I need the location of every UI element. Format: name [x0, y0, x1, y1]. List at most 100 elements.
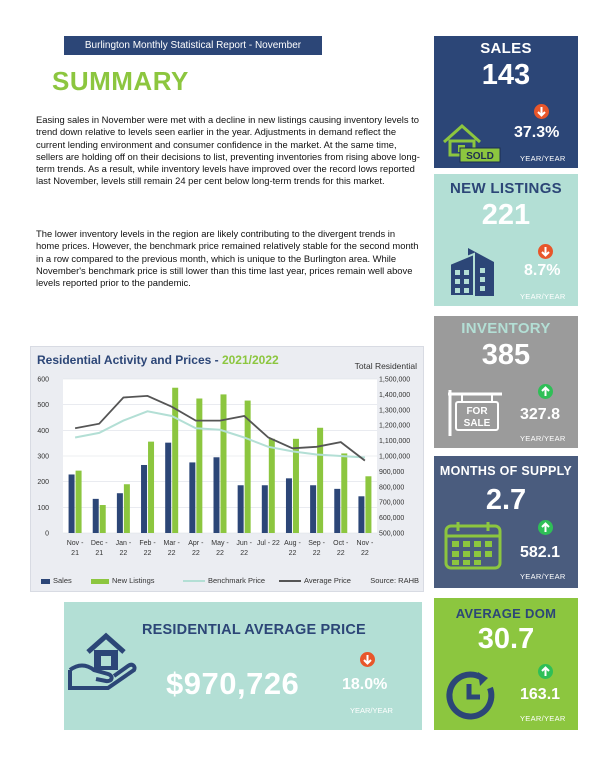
page-title: SUMMARY	[52, 66, 189, 96]
bar-sales	[141, 464, 148, 533]
arrow-up-icon	[538, 384, 553, 399]
arrow-down-icon	[534, 104, 549, 119]
chart-title-text: Residential Activity and Prices -	[37, 353, 222, 367]
inventory-card: INVENTORY 385 FOR SALE 327.8 YEAR/YEAR	[434, 316, 578, 448]
y-right-tick-label: 700,000	[379, 500, 404, 507]
card-value: 143	[481, 59, 531, 91]
sold-house-icon: SOLD	[440, 120, 502, 169]
card-period: YEAR/YEAR	[520, 292, 566, 301]
card-change: 8.7%	[524, 262, 561, 279]
sales-card: SALES 143 SOLD 37.3% YEAR/YEAR	[434, 36, 578, 168]
x-tick-label: 21	[95, 550, 103, 557]
average-dom-card: AVERAGE DOM 30.7 163.1 YEAR/YEAR	[434, 598, 578, 730]
y-right-tick-label: 800,000	[379, 484, 404, 491]
report-banner: Burlington Monthly Statistical Report - …	[64, 36, 322, 55]
clock-icon	[444, 668, 498, 727]
y-right-tick-label: 1,500,000	[379, 377, 410, 384]
avg-price-period: YEAR/YEAR	[350, 706, 393, 715]
bar-sales	[92, 498, 99, 533]
x-tick-label: Jul - 22	[257, 540, 280, 547]
bar-sales	[68, 474, 75, 533]
bar-new-listings	[317, 427, 324, 533]
x-tick-label: 22	[144, 550, 152, 557]
bar-new-listings	[148, 441, 155, 533]
new-listings-card: NEW LISTINGS 221 8.7% YEAR/YEAR	[434, 174, 578, 306]
bar-new-listings	[123, 484, 130, 533]
legend-item-sales: Sales	[41, 576, 72, 585]
x-tick-label: Feb -	[139, 540, 156, 547]
x-tick-label: 21	[71, 550, 79, 557]
x-tick-label: Jun -	[236, 540, 252, 547]
residential-activity-chart: 0 100 200 300 400 500 600 500,000 600,000 700,000…	[30, 346, 424, 592]
y-left-tick-label: 600	[37, 377, 49, 384]
card-value: 385	[481, 339, 531, 371]
x-tick-label: May -	[211, 540, 229, 547]
card-title: NEW LISTINGS	[450, 180, 562, 197]
arrow-down-icon	[360, 652, 375, 667]
y-left-tick-label: 0	[45, 531, 49, 538]
bar-sales	[116, 493, 123, 533]
y-right-tick-label: 1,300,000	[379, 407, 410, 414]
arrow-up-icon	[538, 664, 553, 679]
legend-swatch	[279, 580, 301, 583]
sign-text-for: FOR	[466, 406, 488, 417]
x-tick-label: 22	[289, 550, 297, 557]
months-of-supply-card: MONTHS OF SUPPLY 2.7 582.1 YEAR/YEAR	[434, 456, 578, 588]
bar-new-listings	[268, 438, 275, 533]
y-right-tick-label: 1,100,000	[379, 438, 410, 445]
arrow-down-icon	[538, 244, 553, 259]
bar-sales	[358, 496, 365, 533]
y-right-tick-label: 500,000	[379, 531, 404, 538]
legend-swatch	[41, 578, 50, 584]
legend-item-average-price: Average Price	[279, 576, 351, 585]
residential-average-price-panel: RESIDENTIAL AVERAGE PRICE $970,726 18.0%…	[64, 602, 422, 730]
svg-text:SOLD: SOLD	[466, 151, 494, 162]
buildings-icon	[446, 244, 502, 303]
x-tick-label: Apr -	[188, 540, 204, 547]
y-left-tick-label: 300	[37, 454, 49, 461]
y-right-tick-label: 600,000	[379, 515, 404, 522]
x-tick-label: Nov -	[67, 540, 84, 547]
bar-sales	[189, 462, 196, 533]
card-value: 30.7	[477, 623, 535, 655]
bar-sales	[165, 442, 172, 533]
x-tick-label: Jan -	[116, 540, 132, 547]
card-change: 582.1	[520, 544, 561, 561]
bar-new-listings	[172, 387, 179, 533]
x-tick-label: Mar -	[164, 540, 181, 547]
bar-new-listings	[99, 505, 106, 533]
legend-label: Benchmark Price	[208, 576, 266, 585]
card-value: 221	[481, 199, 531, 231]
bar-sales	[334, 488, 341, 533]
chart-canvas: 0 100 200 300 400 500 600 500,000 600,000 700,000…	[37, 377, 410, 558]
x-tick-label: 22	[168, 550, 176, 557]
bar-new-listings	[292, 438, 299, 533]
card-title: SALES	[480, 40, 532, 57]
x-tick-label: 22	[216, 550, 224, 557]
bar-new-listings	[341, 453, 348, 533]
legend-label: Average Price	[304, 576, 351, 585]
y-left-tick-label: 100	[37, 505, 49, 512]
line-average-price	[74, 394, 366, 462]
sign-text-sale: SALE	[464, 418, 491, 429]
legend-item-benchmark-price: Benchmark Price	[183, 576, 265, 585]
x-tick-label: Nov -	[357, 540, 374, 547]
house-in-hand-icon	[68, 630, 140, 699]
x-tick-label: 22	[313, 550, 321, 557]
bar-sales	[285, 478, 292, 533]
legend-label: Sales	[53, 576, 72, 585]
card-change: 163.1	[520, 686, 561, 703]
card-change: 327.8	[520, 406, 561, 423]
card-title: MONTHS OF SUPPLY	[439, 464, 573, 478]
summary-paragraph-2: The lower inventory levels in the region…	[36, 228, 419, 289]
y-right-tick-label: 1,000,000	[379, 454, 410, 461]
x-tick-label: Sep -	[308, 540, 325, 547]
calendar-icon	[442, 520, 504, 575]
chart-title: Residential Activity and Prices - 2021/2…	[37, 353, 279, 367]
card-period: YEAR/YEAR	[520, 572, 566, 581]
bar-sales	[310, 485, 317, 533]
x-tick-label: 22	[192, 550, 200, 557]
avg-price-title: RESIDENTIAL AVERAGE PRICE	[142, 622, 366, 638]
legend-swatch	[91, 578, 109, 584]
line-benchmark-price	[74, 410, 365, 459]
